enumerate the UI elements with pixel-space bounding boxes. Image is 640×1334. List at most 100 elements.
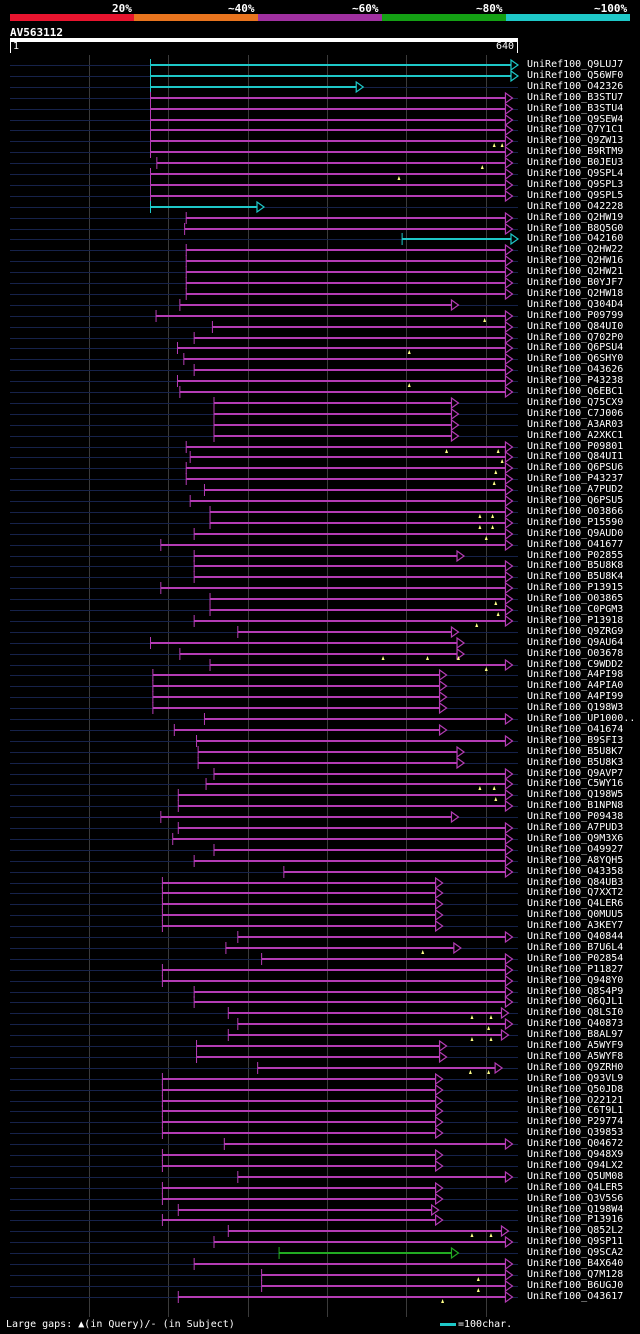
hit-label[interactable]: UniRef100_O43626	[527, 364, 624, 375]
hit-label[interactable]: UniRef100_Q9AVP7	[527, 768, 624, 779]
hit-label[interactable]: UniRef100_A3AR03	[527, 419, 624, 430]
hit-label[interactable]: UniRef100_Q9M3X6	[527, 833, 624, 844]
hit-label[interactable]: UniRef100_B5U8K8	[527, 560, 624, 571]
hit-label[interactable]: UniRef100_Q9AU64	[527, 637, 624, 648]
hit-label[interactable]: UniRef100_A4PI98	[527, 669, 624, 680]
hit-label[interactable]: UniRef100_Q39853	[527, 1127, 624, 1138]
hit-label[interactable]: UniRef100_C6T9L1	[527, 1105, 624, 1116]
hit-label[interactable]: UniRef100_Q9AUD0	[527, 528, 624, 539]
hit-label[interactable]: UniRef100_B9SFI3	[527, 735, 624, 746]
hit-label[interactable]: UniRef100_C5WY16	[527, 778, 624, 789]
hit-label[interactable]: UniRef100_Q9ZW13	[527, 135, 624, 146]
hit-label[interactable]: UniRef100_B0YJF7	[527, 277, 624, 288]
hit-label[interactable]: UniRef100_B5U8K7	[527, 746, 624, 757]
hit-label[interactable]: UniRef100_Q2HW21	[527, 266, 624, 277]
hit-label[interactable]: UniRef100_Q7XXT2	[527, 887, 624, 898]
hit-label[interactable]: UniRef100_P15590	[527, 517, 624, 528]
hit-label[interactable]: UniRef100_Q948X9	[527, 1149, 624, 1160]
hit-label[interactable]: UniRef100_B8Q5G0	[527, 223, 624, 234]
hit-label[interactable]: UniRef100_Q9SPL3	[527, 179, 624, 190]
hit-label[interactable]: UniRef100_Q50JD8	[527, 1084, 624, 1095]
hit-label[interactable]: UniRef100_Q84UI0	[527, 321, 624, 332]
hit-label[interactable]: UniRef100_Q6QJL1	[527, 996, 624, 1007]
hit-label[interactable]: UniRef100_UP1000..	[527, 713, 636, 724]
hit-label[interactable]: UniRef100_O42228	[527, 201, 624, 212]
hit-label[interactable]: UniRef100_Q8LSI0	[527, 1007, 624, 1018]
hit-label[interactable]: UniRef100_Q2HW22	[527, 244, 624, 255]
hit-label[interactable]: UniRef100_C7J006	[527, 408, 624, 419]
hit-label[interactable]: UniRef100_B5U8K4	[527, 571, 624, 582]
hit-label[interactable]: UniRef100_Q6EBC1	[527, 386, 624, 397]
hit-label[interactable]: UniRef100_B1NPN8	[527, 800, 624, 811]
hit-label[interactable]: UniRef100_P09801	[527, 441, 624, 452]
hit-label[interactable]: UniRef100_A5WYF8	[527, 1051, 624, 1062]
hit-label[interactable]: UniRef100_Q9SPL5	[527, 190, 624, 201]
hit-label[interactable]: UniRef100_Q6SHY0	[527, 353, 624, 364]
hit-label[interactable]: UniRef100_P02855	[527, 550, 624, 561]
hit-label[interactable]: UniRef100_Q7Y1C1	[527, 124, 624, 135]
hit-label[interactable]: UniRef100_Q75CX9	[527, 397, 624, 408]
hit-label[interactable]: UniRef100_C9WDD2	[527, 659, 624, 670]
hit-label[interactable]: UniRef100_Q84UI1	[527, 451, 624, 462]
hit-label[interactable]: UniRef100_C0PGM3	[527, 604, 624, 615]
hit-label[interactable]: UniRef100_Q40873	[527, 1018, 624, 1029]
hit-label[interactable]: UniRef100_Q2HW19	[527, 212, 624, 223]
hit-label[interactable]: UniRef100_Q948Y0	[527, 975, 624, 986]
hit-label[interactable]: UniRef100_Q198W3	[527, 702, 624, 713]
hit-label[interactable]: UniRef100_Q702P0	[527, 332, 624, 343]
hit-label[interactable]: UniRef100_Q9SP11	[527, 1236, 624, 1247]
hit-label[interactable]: UniRef100_Q8S4P9	[527, 986, 624, 997]
hit-label[interactable]: UniRef100_O42326	[527, 81, 624, 92]
hit-label[interactable]: UniRef100_O43358	[527, 866, 624, 877]
hit-label[interactable]: UniRef100_B5U8K3	[527, 757, 624, 768]
hit-label[interactable]: UniRef100_Q198W5	[527, 789, 624, 800]
hit-label[interactable]: UniRef100_P43238	[527, 375, 624, 386]
hit-label[interactable]: UniRef100_B3STU7	[527, 92, 624, 103]
hit-label[interactable]: UniRef100_Q4LER5	[527, 1182, 624, 1193]
hit-label[interactable]: UniRef100_Q304D4	[527, 299, 624, 310]
hit-label[interactable]: UniRef100_B6UGJ0	[527, 1280, 624, 1291]
hit-label[interactable]: UniRef100_A4PIA0	[527, 680, 624, 691]
hit-label[interactable]: UniRef100_Q9ZRH0	[527, 1062, 624, 1073]
hit-label[interactable]: UniRef100_O03866	[527, 506, 624, 517]
hit-label[interactable]: UniRef100_B8AL97	[527, 1029, 624, 1040]
hit-label[interactable]: UniRef100_Q6PSU5	[527, 495, 624, 506]
hit-label[interactable]: UniRef100_Q6PSU6	[527, 462, 624, 473]
hit-label[interactable]: UniRef100_Q7M128	[527, 1269, 624, 1280]
hit-label[interactable]: UniRef100_A5WYF9	[527, 1040, 624, 1051]
hit-label[interactable]: UniRef100_B7U6L4	[527, 942, 624, 953]
hit-label[interactable]: UniRef100_O03678	[527, 648, 624, 659]
hit-label[interactable]: UniRef100_P43237	[527, 473, 624, 484]
hit-label[interactable]: UniRef100_Q3V5S6	[527, 1193, 624, 1204]
hit-label[interactable]: UniRef100_P29774	[527, 1116, 624, 1127]
hit-label[interactable]: UniRef100_B3STU4	[527, 103, 624, 114]
hit-label[interactable]: UniRef100_Q93VL9	[527, 1073, 624, 1084]
hit-label[interactable]: UniRef100_Q5UM08	[527, 1171, 624, 1182]
hit-label[interactable]: UniRef100_Q9SEW4	[527, 114, 624, 125]
hit-label[interactable]: UniRef100_P13918	[527, 615, 624, 626]
hit-label[interactable]: UniRef100_Q56WF0	[527, 70, 624, 81]
hit-label[interactable]: UniRef100_Q198W4	[527, 1204, 624, 1215]
hit-label[interactable]: UniRef100_Q6PSU4	[527, 342, 624, 353]
hit-label[interactable]: UniRef100_O03865	[527, 593, 624, 604]
hit-label[interactable]: UniRef100_O42160	[527, 233, 624, 244]
hit-label[interactable]: UniRef100_Q9LUJ7	[527, 59, 624, 70]
hit-label[interactable]: UniRef100_B0JEU3	[527, 157, 624, 168]
hit-label[interactable]: UniRef100_B9RTM9	[527, 146, 624, 157]
hit-label[interactable]: UniRef100_P02854	[527, 953, 624, 964]
hit-label[interactable]: UniRef100_B4X640	[527, 1258, 624, 1269]
hit-label[interactable]: UniRef100_Q94LX2	[527, 1160, 624, 1171]
hit-label[interactable]: UniRef100_Q04672	[527, 1138, 624, 1149]
hit-label[interactable]: UniRef100_P09438	[527, 811, 624, 822]
hit-label[interactable]: UniRef100_O22121	[527, 1095, 624, 1106]
hit-label[interactable]: UniRef100_O49927	[527, 844, 624, 855]
hit-label[interactable]: UniRef100_Q40844	[527, 931, 624, 942]
hit-label[interactable]: UniRef100_Q9SCA2	[527, 1247, 624, 1258]
hit-label[interactable]: UniRef100_A2XKC1	[527, 430, 624, 441]
hit-label[interactable]: UniRef100_P13916	[527, 1214, 624, 1225]
hit-label[interactable]: UniRef100_Q9SPL4	[527, 168, 624, 179]
hit-label[interactable]: UniRef100_A3KEY7	[527, 920, 624, 931]
hit-label[interactable]: UniRef100_Q2HW16	[527, 255, 624, 266]
hit-label[interactable]: UniRef100_Q4LER6	[527, 898, 624, 909]
hit-label[interactable]: UniRef100_Q852L2	[527, 1225, 624, 1236]
